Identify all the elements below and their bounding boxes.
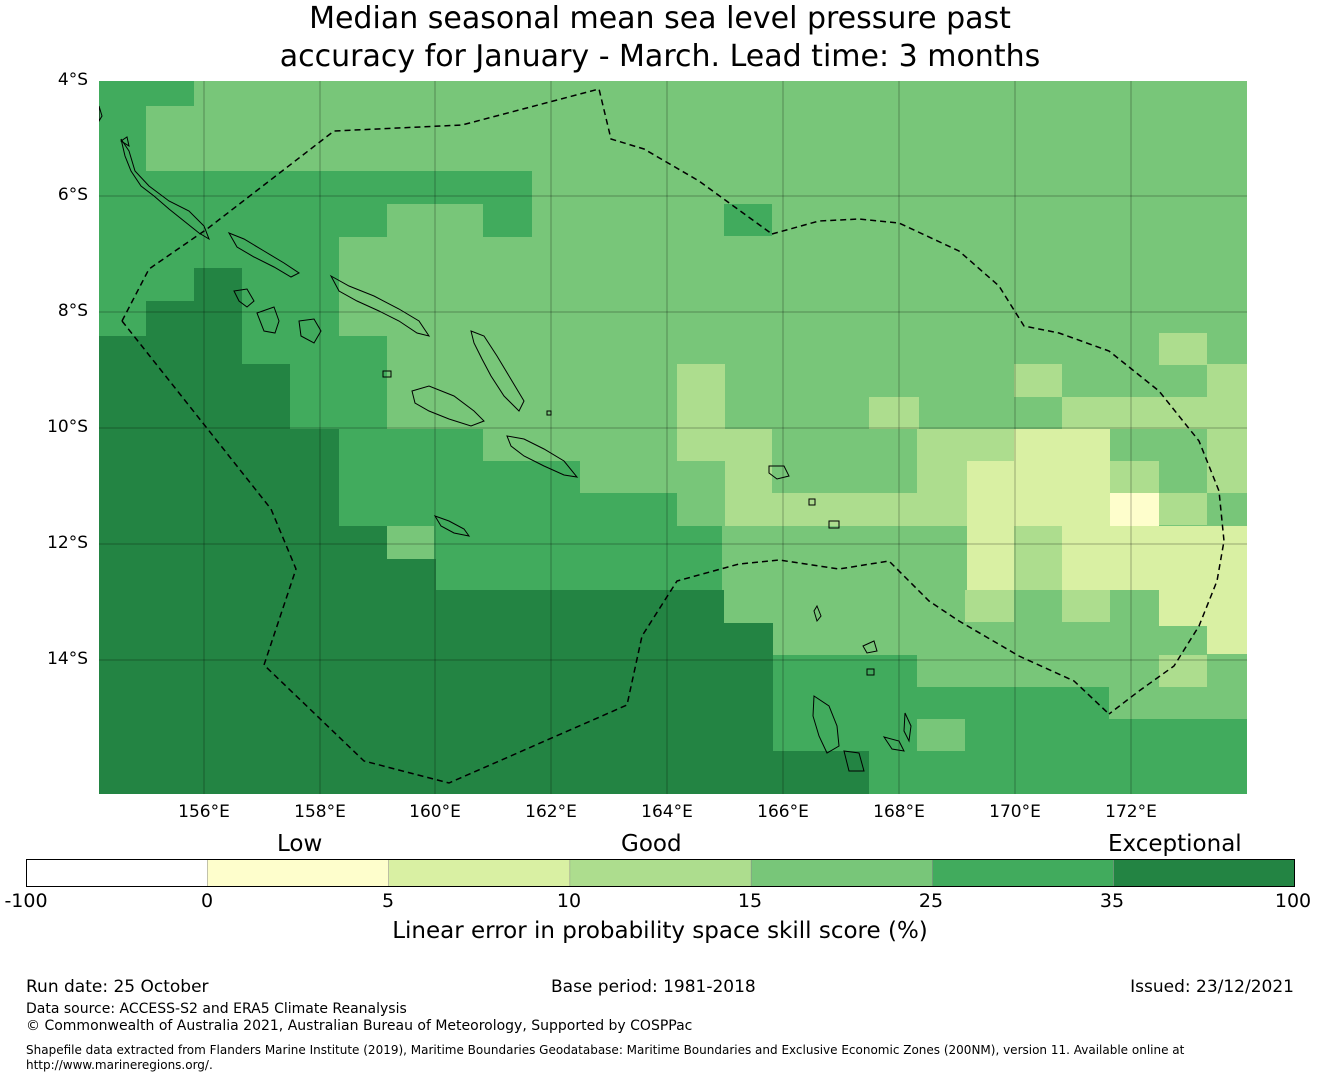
lat-label-8s: 8°S <box>57 301 88 321</box>
island-coastlines <box>99 105 912 772</box>
colorbar-cell <box>750 859 934 887</box>
island-choiseul <box>227 232 300 278</box>
island-small-4 <box>808 498 816 506</box>
island-torres <box>813 604 822 623</box>
island-santa-isabel <box>329 274 431 337</box>
skill-band-35-100 <box>99 268 869 794</box>
island-buka <box>120 136 130 148</box>
issued-date: Issued: 23/12/2021 <box>1130 977 1294 997</box>
colorbar-cell <box>569 859 752 887</box>
island-makira <box>506 435 579 478</box>
eez-boundary <box>121 88 1225 784</box>
island-russell <box>298 318 322 344</box>
island-new-georgia <box>256 306 280 334</box>
island-rennell <box>433 515 471 537</box>
colorbar-tick-neg100: -100 <box>4 890 48 912</box>
colorbar-tick-5: 5 <box>381 890 395 912</box>
colorbar-tick-0: 0 <box>200 890 214 912</box>
shapefile-line-1: Shapefile data extracted from Flanders M… <box>26 1043 1185 1057</box>
colorbar-title: Linear error in probability space skill … <box>392 918 928 944</box>
title-line-1: Median seasonal mean sea level pressure … <box>309 1 1011 36</box>
lon-label-172e: 172°E <box>1105 802 1157 822</box>
lon-label-156e: 156°E <box>178 802 230 822</box>
lon-label-164e: 164°E <box>641 802 693 822</box>
data-source: Data source: ACCESS-S2 and ERA5 Climate … <box>26 1001 407 1017</box>
lon-label-166e: 166°E <box>757 802 809 822</box>
eez-boundary-vanuatu-arc <box>771 218 1225 715</box>
island-guadalcanal <box>411 385 485 427</box>
lat-label-10s: 10°S <box>47 417 88 437</box>
lon-label-160e: 160°E <box>409 802 461 822</box>
title-line-2: accuracy for January - March. Lead time:… <box>279 39 1041 74</box>
colorbar-cell <box>26 859 209 887</box>
category-label-exceptional: Exceptional <box>1108 831 1242 857</box>
island-pentecost <box>903 712 912 743</box>
skill-band-0-5 <box>1110 493 1159 526</box>
island-bougainville <box>120 138 210 241</box>
shapefile-line-2: http://www.marineregions.org/. <box>26 1058 213 1072</box>
colorbar-tick-10: 10 <box>556 890 582 912</box>
colorbar-tick-25: 25 <box>918 890 944 912</box>
lon-label-162e: 162°E <box>525 802 577 822</box>
lat-label-4s: 4°S <box>57 70 88 90</box>
island-small-3 <box>768 465 790 480</box>
colorbar-cell <box>207 859 390 887</box>
colorbar-cell <box>932 859 1115 887</box>
lat-label-14s: 14°S <box>47 649 88 669</box>
colorbar-tick-15: 15 <box>737 890 763 912</box>
colorbar-cell <box>388 859 571 887</box>
category-label-low: Low <box>277 831 323 857</box>
map-gridlines <box>99 81 1247 794</box>
map-title: Median seasonal mean sea level pressure … <box>0 0 1320 76</box>
island-malaita <box>470 330 525 412</box>
colorbar-cells <box>26 859 1295 887</box>
lon-label-168e: 168°E <box>873 802 925 822</box>
island-vella-lavella <box>233 288 255 308</box>
island-efate <box>843 750 865 772</box>
colorbar-tick-100: 100 <box>1274 890 1312 912</box>
copyright: © Commonwealth of Australia 2021, Austra… <box>26 1018 693 1034</box>
skill-map <box>99 81 1247 794</box>
island-new-ireland-edge <box>99 105 103 122</box>
lat-label-6s: 6°S <box>57 185 88 205</box>
island-ambae <box>862 640 878 654</box>
island-malekula <box>882 736 905 752</box>
skill-band-10-15 <box>677 333 1247 687</box>
lon-label-158e: 158°E <box>294 802 346 822</box>
colorbar <box>26 859 1295 887</box>
eez-boundary-south <box>121 320 1110 784</box>
island-espiritu-santo <box>812 695 840 754</box>
base-period: Base period: 1981-2018 <box>551 977 756 997</box>
run-date: Run date: 25 October <box>26 977 209 997</box>
shapefile-attribution: Shapefile data extracted from Flanders M… <box>26 1043 1296 1073</box>
colorbar-cell <box>1113 859 1295 887</box>
lat-label-12s: 12°S <box>47 533 88 553</box>
eez-boundary-solomons <box>121 88 773 322</box>
island-banks <box>866 668 875 676</box>
island-small-5 <box>828 520 840 529</box>
lon-label-170e: 170°E <box>989 802 1041 822</box>
island-small-2 <box>546 410 552 416</box>
skill-band-25-35 <box>99 81 1247 794</box>
colorbar-tick-35: 35 <box>1099 890 1125 912</box>
island-small-1 <box>382 370 392 378</box>
category-label-good: Good <box>621 831 682 857</box>
